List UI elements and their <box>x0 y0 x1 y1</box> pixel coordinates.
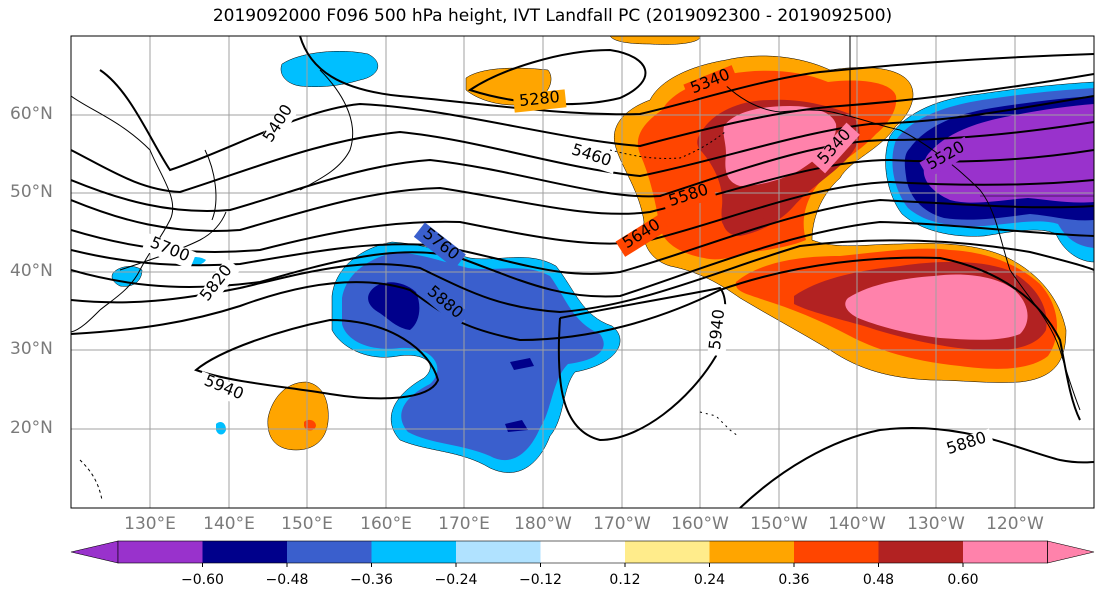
contour-5460 <box>71 95 1094 194</box>
lon-label-130w: 130°W <box>907 514 965 534</box>
colorbar-label-5: −0.12 <box>519 572 562 588</box>
lat-label-60n: 60°N <box>10 104 53 124</box>
colorbar-bin-5 <box>456 541 541 563</box>
fill-orange-north-top <box>609 36 701 45</box>
colorbar-label-9: 0.48 <box>862 572 895 588</box>
colorbar-extend-low <box>70 540 119 564</box>
contour-5400 <box>99 69 1094 172</box>
coastline-kamchatka <box>299 69 354 191</box>
fill-navy-small-1 <box>510 358 534 370</box>
lon-label-130e: 130°E <box>124 514 176 534</box>
colorbar-bin-10 <box>878 541 963 563</box>
lon-label-160w: 160°W <box>671 514 729 534</box>
contour-5580 <box>71 149 1094 232</box>
contour-5820 <box>71 239 1094 314</box>
colorbar-label-10: 0.60 <box>947 572 979 588</box>
lon-label-170e: 170°E <box>438 514 490 534</box>
colorbar-label-6: 0.12 <box>609 572 641 588</box>
colorbar-label-8: 0.36 <box>778 572 810 588</box>
map-title: 2019092000 F096 500 hPa height, IVT Land… <box>212 6 893 26</box>
lon-label-180w: 180°W <box>514 514 572 534</box>
colorbar-bin-9 <box>794 541 879 563</box>
contour-5340 <box>299 36 1094 116</box>
contour-5940-east <box>557 286 727 442</box>
colorbar-bin-3 <box>287 541 372 563</box>
lat-label-30n: 30°N <box>10 339 53 359</box>
contour-5880-south <box>739 426 1094 508</box>
contour-5640 <box>71 179 1094 253</box>
lon-label-150e: 150°E <box>281 514 333 534</box>
fill-blue-light-bering <box>280 50 379 87</box>
colorbar-label-4: −0.24 <box>434 572 478 588</box>
lon-label-150w: 150°W <box>750 514 808 534</box>
fill-orange-west-pacific-20n <box>267 381 329 451</box>
colorbar-ticks <box>202 563 964 567</box>
contour-5520 <box>71 121 1094 212</box>
lon-label-120w: 120°W <box>986 514 1044 534</box>
colorbar-frame <box>117 540 1048 564</box>
contour-label-5280: 5280 <box>518 87 560 110</box>
contour-5760 <box>71 220 1094 298</box>
fill-blue-light-small <box>216 422 226 435</box>
lat-label-40n: 40°N <box>10 261 53 281</box>
lat-label-20n: 20°N <box>10 418 53 438</box>
colorbar-bin-6 <box>540 541 625 563</box>
colorbar-bin-4 <box>371 541 456 563</box>
contour-label-5940-east: 5940 <box>705 308 728 350</box>
fill-navy-west-pacific <box>368 282 420 330</box>
lon-label-160e: 160°E <box>360 514 412 534</box>
colorbar-label-2: −0.48 <box>265 572 309 588</box>
colorbar-bin-8 <box>709 541 794 563</box>
colorbar-label-1: −0.60 <box>181 572 224 588</box>
map-frame <box>70 35 1095 509</box>
lon-label-140w: 140°W <box>828 514 886 534</box>
colorbar-label-3: −0.36 <box>350 572 393 588</box>
lon-label-170w: 170°W <box>593 514 651 534</box>
colorbar-label-7: 0.24 <box>693 572 726 588</box>
contour-5940 <box>194 318 440 400</box>
colorbar-bin-2 <box>202 541 287 563</box>
coastline-aleutians <box>609 131 726 159</box>
coastline-asia <box>71 95 174 333</box>
colorbar-bin-11 <box>963 541 1048 563</box>
contour-5880-main <box>71 256 1081 421</box>
lon-label-140e: 140°E <box>203 514 255 534</box>
lat-label-50n: 50°N <box>10 182 53 202</box>
colorbar-extend-high <box>1047 540 1095 564</box>
colorbar-bin-7 <box>625 541 710 563</box>
colorbar-bin-1 <box>118 541 203 563</box>
colorbar <box>70 540 1095 567</box>
